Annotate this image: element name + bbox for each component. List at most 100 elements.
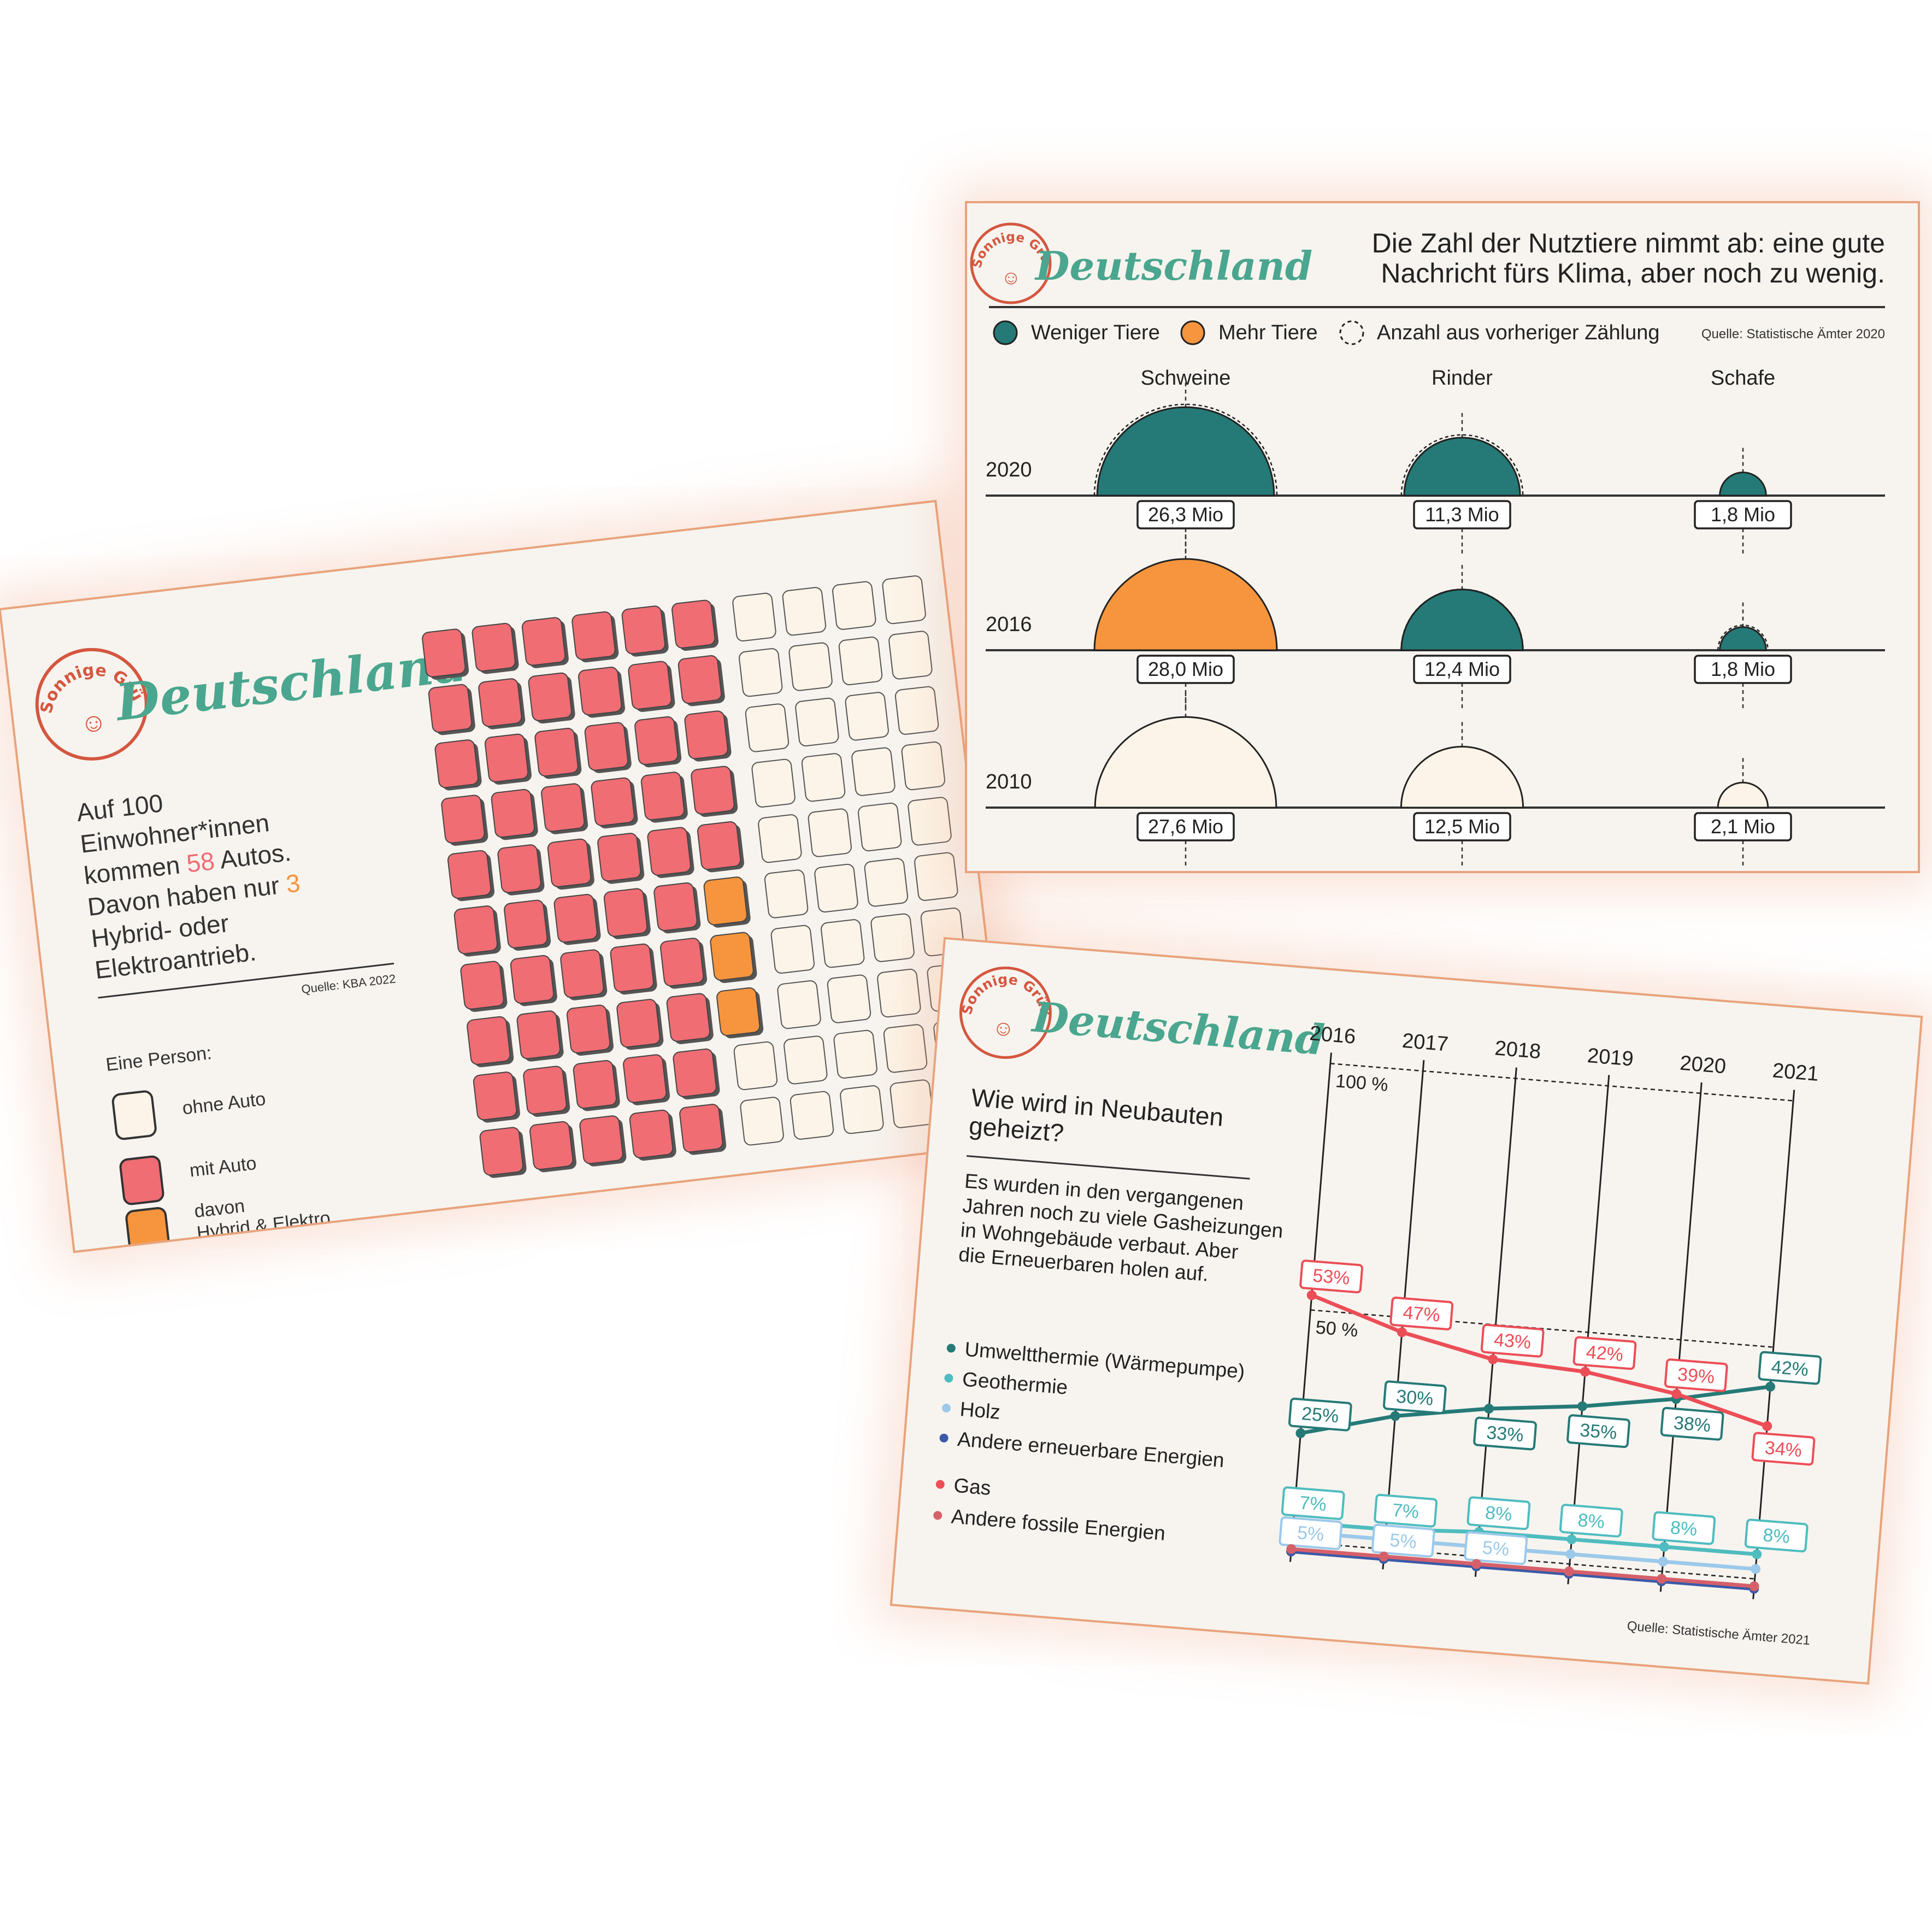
waffle-cell-elektro (716, 987, 761, 1037)
waffle-cell-auto (679, 1104, 723, 1153)
legend-dot-andere-ern (939, 1433, 949, 1443)
waffle-cell-ohne (838, 636, 883, 686)
data-label: 39% (1677, 1364, 1716, 1387)
previous-outline (1093, 403, 1278, 496)
waffle-cell-auto (523, 1065, 567, 1115)
waffle-cell-auto (678, 655, 722, 704)
waffle-cell-auto (553, 894, 598, 943)
year-gridline (1567, 1075, 1610, 1585)
data-label: 42% (1585, 1342, 1624, 1365)
series-point (1379, 1551, 1389, 1562)
waffle-cell-auto (684, 710, 728, 760)
data-label-box (1664, 1358, 1728, 1392)
legend-dot-holz (942, 1404, 951, 1413)
data-label: 5% (1389, 1530, 1417, 1553)
value-label-box (1413, 655, 1511, 684)
data-label: 7% (1299, 1492, 1327, 1515)
series-point (1749, 1581, 1759, 1592)
data-label: 33% (1486, 1422, 1524, 1446)
legend-label-holz: Holz (959, 1398, 1001, 1423)
waffle-cell-ohne (770, 925, 815, 974)
waffle-cell-ohne (857, 802, 902, 852)
legend-dot-geo (944, 1374, 953, 1383)
data-label-box (1744, 1518, 1809, 1553)
series-point (1566, 1534, 1577, 1545)
value-label: 11,3 Mio (1425, 503, 1499, 526)
legend-label-ohne: ohne Auto (181, 1088, 267, 1118)
waffle-cell-auto (541, 783, 585, 832)
smiley-icon: ☺ (1001, 266, 1021, 289)
waffle-cell-auto (579, 1115, 623, 1164)
waffle-cell-ohne (790, 1091, 834, 1140)
source: Quelle: Statistische Ämter 2020 (1701, 327, 1885, 342)
waffle-cell-auto (691, 766, 735, 815)
waffle-cell-auto (434, 739, 479, 788)
series-point (1752, 1549, 1762, 1559)
row-year-label: 2010 (986, 770, 1032, 793)
waffle-cell-auto (478, 678, 522, 727)
waffle-cell-auto (491, 788, 535, 838)
waffle-cell-auto (447, 850, 492, 899)
waffle-cell-ohne (833, 1029, 877, 1079)
waffle-cell-auto (628, 661, 672, 710)
series-point (1471, 1559, 1482, 1569)
data-label: 43% (1493, 1329, 1532, 1353)
waffle-cell-auto (697, 821, 741, 870)
waffle-cell-ohne (745, 703, 790, 752)
waffle-cell-auto (472, 622, 516, 672)
data-label: 53% (1312, 1265, 1351, 1288)
gridline-100 (1330, 1063, 1794, 1102)
data-label-box (1652, 1511, 1716, 1545)
semicircle-schweine (1094, 716, 1277, 809)
data-label: 8% (1485, 1502, 1513, 1525)
waffle-cell-ohne (795, 697, 839, 747)
waffle-cell-auto (603, 888, 648, 937)
row-year-label: 2016 (986, 613, 1032, 636)
source: Quelle: Statistische Ämter 2021 (1627, 1618, 1811, 1648)
waffle-cell-auto (460, 961, 504, 1010)
data-label: 8% (1670, 1517, 1698, 1540)
waffle-cell-auto (453, 905, 498, 955)
waffle-cell-ohne (832, 581, 876, 630)
waffle-cell-auto (473, 1072, 517, 1121)
waffle-cell-auto (484, 733, 529, 782)
waffle-cell-ohne (732, 592, 776, 641)
value-label: 12,5 Mio (1424, 815, 1500, 838)
data-label: 47% (1402, 1302, 1441, 1326)
waffle-cell-ohne (890, 1079, 934, 1128)
waffle-cell-auto (560, 949, 604, 998)
waffle-cell-auto (659, 938, 704, 987)
semicircle-schafe (1719, 626, 1767, 651)
series-point (1657, 1574, 1667, 1584)
legend-label-vorher: Anzahl aus vorheriger Zählung (1377, 321, 1660, 344)
series-line-4 (1311, 1293, 1768, 1428)
waffle-grid (422, 575, 984, 1178)
series-line-1 (1293, 1520, 1757, 1556)
series-point (1295, 1428, 1306, 1438)
waffle-cell-ohne (733, 1041, 778, 1091)
legend-label-mit: mit Auto (189, 1153, 257, 1181)
waffle-cell-ohne (739, 648, 783, 697)
title-line1: Die Zahl der Nutztiere nimmt ab: eine gu… (1372, 228, 1885, 258)
column-header: Rinder (1432, 367, 1493, 390)
heating-legend: Umweltthermie (Wärmepumpe) Geothermie Ho… (933, 1338, 1246, 1545)
waffle-cell-ohne (764, 869, 809, 919)
legend-dot-gas (935, 1480, 945, 1489)
waffle-cell-auto (467, 1016, 511, 1065)
waffle-cell-auto (640, 772, 685, 821)
card-cars: Sonnige Grüße aus ☺ Deutschland Auf 100 … (0, 499, 1011, 1253)
waffle-cell-auto (521, 617, 566, 666)
waffle-cell-elektro (703, 876, 748, 926)
data-label-box (1566, 1414, 1630, 1449)
waffle-cell-ohne (901, 741, 945, 791)
data-label-box (1572, 1336, 1637, 1370)
waffle-cell-auto (666, 993, 711, 1042)
data-label-box (1374, 1493, 1438, 1528)
value-label: 26,3 Mio (1148, 503, 1223, 526)
waffle-cell-ohne (908, 797, 952, 846)
data-label: 7% (1392, 1500, 1420, 1523)
row-year-label: 2020 (986, 458, 1032, 481)
series-point (1751, 1564, 1761, 1574)
waffle-cell-auto (572, 611, 616, 660)
